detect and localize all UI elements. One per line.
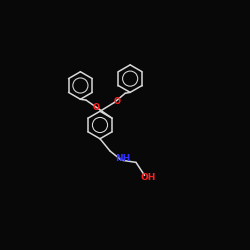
Text: OH: OH: [140, 173, 156, 182]
Text: NH: NH: [116, 154, 131, 164]
Text: O: O: [114, 97, 121, 106]
Text: O: O: [92, 103, 100, 112]
